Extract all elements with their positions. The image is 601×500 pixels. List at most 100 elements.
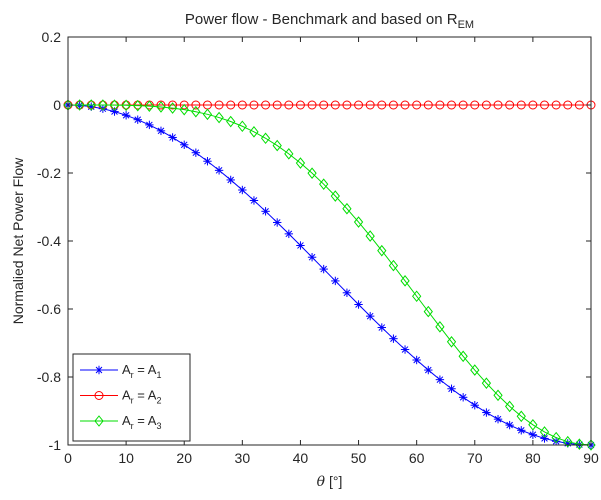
series-2-point [342,100,352,110]
series-1-point [365,311,375,321]
series-3-point [74,99,85,111]
series-1-point [389,334,398,343]
legend-label: Ar = A2 [122,388,161,406]
series-3-point [388,259,399,272]
series-3-point [307,167,317,179]
series-3-point [551,431,561,444]
series-1-point [331,276,340,286]
series-2-point [272,100,282,110]
series-1-point [458,393,468,402]
series-3-point [202,108,213,121]
series-1-point [133,115,142,124]
series-2-point [516,100,526,110]
series-3-point [458,350,468,363]
series-3-point [470,364,480,376]
series-3-point [167,102,178,114]
series-3-point [342,202,352,215]
series-2-point [295,100,305,110]
x-tick-label: 50 [351,450,367,466]
series-2-point [400,100,410,110]
series-1-point [517,426,526,435]
series-1-point [238,185,247,195]
series-1-point [528,430,538,439]
y-tick-label: -0.2 [37,165,61,181]
series-3-point [156,101,166,113]
series-2-point [551,100,561,110]
series-1-point [424,365,433,375]
series-3-point [423,305,433,318]
y-tick-label: -0.8 [37,369,61,385]
legend-label: Ar = A1 [122,362,161,380]
series-1-point [284,229,294,239]
legend-marker [94,391,104,400]
y-tick-label: 0.2 [42,29,62,45]
series-2-point [354,100,364,110]
series-2-point [237,100,247,110]
series-3-point [109,99,120,111]
series-3-point [400,275,410,287]
series-2-point [365,100,375,110]
series-3-point [528,419,538,431]
series-2-point [191,100,201,110]
series-3-point [121,99,131,112]
series-2-point [319,100,329,110]
series-2-point [284,100,294,110]
legend-box [72,353,191,442]
series-3-point [191,105,201,118]
ticks-layer: 0 10 20 30 40 50 60 70 80 90 0.2 0 -0.2 -0.4 -0.6 -0.8 -… [37,29,599,466]
series-2-point [423,100,433,110]
legend-label: Ar = A3 [122,413,161,431]
y-axis-label: Normalied Net Power Flow [10,157,26,324]
chart-title-main: Power flow - Benchmark and based on R [185,11,458,28]
series-3-point [284,148,294,160]
legend-marker [94,415,104,427]
series-2-point [412,100,422,110]
series-1-point [540,434,549,443]
series-1-point [273,218,282,227]
series-3-point [260,132,271,145]
series-3-markers [63,99,596,451]
legend: Ar = A1 Ar = A2 Ar = A3 [72,353,191,442]
x-axis-label: θ [°] [317,473,343,490]
x-tick-label: 60 [409,450,425,466]
x-tick-label: 0 [64,450,72,466]
chart-title: Power flow - Benchmark and based on REM [185,11,474,31]
series-1-point [342,288,352,297]
series-3-point [226,115,236,128]
series-2-point [528,100,538,110]
series-2-point [540,100,550,110]
series-2-point [179,100,189,110]
series-3-point [144,100,154,112]
series-2-point [156,100,166,110]
series-2-point [447,100,457,110]
series-1-point [354,300,363,309]
series-3-point [563,435,573,448]
y-tick-label: 0 [53,97,61,113]
series-1-point [249,196,259,205]
series-3-point [295,157,306,169]
series-1-point [226,175,235,185]
series-1-point [307,253,317,262]
legend-entry-1: Ar = A1 [80,362,161,380]
legend-entry-3: Ar = A3 [80,413,161,431]
series-1-point [319,264,328,274]
series-3-point [446,336,457,348]
series-3-point [353,216,364,228]
series-3-point [133,99,143,112]
x-tick-label: 40 [293,450,309,466]
series-2-point [470,100,480,110]
series-1-point [493,414,503,424]
x-tick-label: 80 [525,450,541,466]
series-3-point [237,120,247,133]
series-2-point [574,100,584,110]
series-2-point [377,100,387,110]
series-2-point [261,100,271,110]
series-3-point [516,410,526,423]
series-1-point [551,437,561,446]
series-3-point [493,389,503,402]
series-3-point [214,111,224,124]
series-1-point [145,120,154,130]
series-3-point [249,126,259,138]
